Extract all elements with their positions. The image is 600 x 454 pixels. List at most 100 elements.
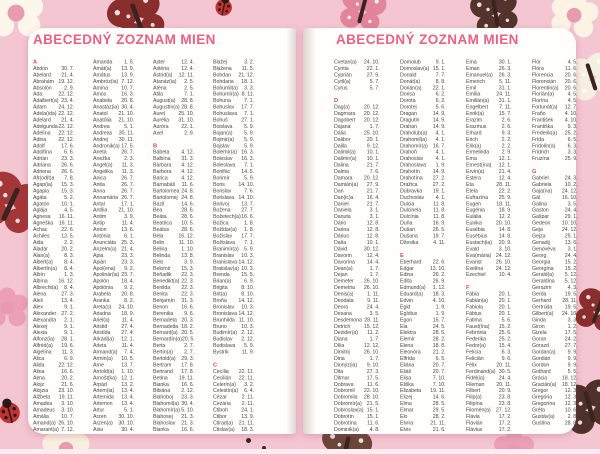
name-label: Benita — [153, 291, 168, 298]
name-entry: Desdemona 28. 11. — [334, 317, 380, 323]
name-label: Alžbeta — [33, 394, 51, 401]
date-label: 22. 12. — [58, 361, 74, 368]
name-entry: Dobromil 22. 10. — [334, 388, 380, 394]
date-label: 2. 6. — [501, 123, 512, 130]
date-label: 29. 5. — [432, 407, 446, 414]
date-label: 18. 12. — [561, 374, 578, 381]
name-entry: Abelard 21. 4. — [33, 72, 74, 78]
date-label: 24. 3. — [564, 175, 578, 182]
name-label: Achiles — [33, 233, 50, 240]
name-entry: Bohuš 27. 1. — [213, 117, 254, 123]
name-entry: Drahoň 4. 1. — [400, 149, 446, 155]
name-label: Grácia — [532, 374, 548, 381]
name-entry: Gracián(a) 18. 12. — [532, 381, 578, 387]
name-entry: Bartolomej 24. 8. — [153, 194, 194, 200]
name-entry: Félix 20. 11. — [466, 362, 512, 368]
name-entry: Erazim 2. 6. — [466, 117, 512, 123]
name-entry: Bojan(a) 5. 9. — [213, 130, 254, 136]
name-label: Amátus — [93, 71, 111, 78]
name-label: Fedor(a) — [466, 342, 486, 349]
name-label: Amanda — [93, 59, 113, 65]
name-label: Dimitrij — [334, 349, 350, 356]
date-label: 21. 12. — [238, 71, 254, 78]
date-label: 20. 3. — [181, 316, 194, 323]
date-label: 2. 2. — [501, 142, 512, 149]
name-label: Gerald(a) — [532, 271, 554, 278]
name-entry: Aglája 4. 5. — [33, 207, 74, 213]
date-label: 11. 8. — [433, 207, 446, 214]
date-label: 1. 7. — [369, 355, 380, 362]
date-label: 18. 4. — [121, 278, 134, 285]
name-label: Agapia — [33, 187, 50, 194]
name-label: Adolf — [33, 142, 45, 149]
date-label: 9. 9. — [567, 355, 578, 362]
name-entry: Florencián 20. 6. — [532, 78, 578, 84]
name-column: Amanda 1. 5. Amát(a) 13. 9. Amátus 13. 9. Ambr… — [93, 59, 134, 433]
name-entry: Budimír(a) 2. 12. — [213, 330, 254, 336]
name-entry: Egídius 1. 9. — [400, 310, 446, 316]
name-label: Demetria — [334, 284, 355, 291]
name-entry: Aleš 13. 4. — [33, 297, 74, 303]
date-label: 8. 4. — [64, 265, 74, 272]
name-entry: Bohumil(a) 3. 3. — [213, 85, 254, 91]
name-entry: Gordan(a) 9. 9. — [532, 349, 578, 355]
name-label: Erna — [466, 155, 477, 162]
name-entry: Eustach(ia) 20. 9. — [466, 239, 512, 245]
name-label: Alfonz(ia) — [33, 336, 55, 343]
name-entry: Bohumír(a) 8. 11. — [213, 91, 254, 97]
date-label: 11. 6. — [181, 181, 194, 188]
name-entry: Apolinár(ia) 23. 7. — [93, 272, 134, 278]
name-label: Dan — [334, 187, 344, 194]
name-label: Anatólia — [93, 117, 112, 124]
name-entry: Gerald(a) 5. 12. — [532, 272, 578, 278]
date-label: 21. 11. — [238, 419, 254, 426]
date-label: 4. 5. — [567, 59, 578, 65]
name-label: Bertrand — [153, 368, 173, 375]
date-label: 18. 2. — [181, 323, 194, 330]
name-label: Blahomil(a) — [153, 400, 179, 407]
date-label: 4. 10. — [432, 297, 446, 304]
name-label: Dília — [334, 342, 345, 349]
name-label: Andronik(a) — [93, 142, 120, 149]
date-label: 21. 3. — [181, 419, 194, 426]
name-entry: Anežka 2. 3. — [93, 156, 134, 162]
name-label: Domoslav(a) — [400, 65, 430, 72]
date-label: 3. 3. — [567, 149, 578, 156]
date-label: 15. 2. — [564, 265, 578, 272]
name-entry: Fabiola 20. 1. — [466, 304, 512, 310]
name-entry: Eliáš 20. 7. — [400, 368, 446, 374]
name-entry: Benilda 22. 3. — [153, 285, 194, 291]
name-entry: Fridolín(a) 6. 3. — [532, 143, 578, 149]
date-label: 19. 11. — [58, 394, 74, 401]
name-label: Dalma — [334, 168, 349, 175]
name-label: Dárius — [334, 233, 349, 240]
date-label: 11. 10. — [238, 316, 254, 323]
date-label: 10. 5. — [181, 220, 194, 227]
date-label: 12. 7. — [564, 104, 578, 111]
date-label: 17. 5. — [564, 329, 578, 336]
date-label: 2. 12. — [181, 387, 194, 394]
name-label: Daniel — [334, 200, 349, 207]
date-label: 14. 6. — [181, 200, 194, 207]
name-label: Armand(a) — [93, 349, 118, 356]
name-entry: Ada 22. 12. — [33, 91, 74, 97]
name-label: Atanáz(ia) — [153, 78, 177, 85]
name-label: Abelard — [33, 71, 51, 78]
date-label: 16. 6. — [61, 368, 74, 375]
page-title: ABECEDNÝ ZOZNAM MIEN — [33, 32, 216, 47]
date-label: 19. 12. — [58, 78, 74, 85]
date-label: 21. 10. — [118, 117, 134, 124]
name-entry: Arne 13. 7. — [93, 362, 134, 368]
name-entry: Babeta 4. 12. — [153, 149, 194, 155]
name-entry: Alojz 21. 6. — [33, 381, 74, 387]
name-entry: Albrecht(a) 8. 4. — [33, 285, 74, 291]
date-label: 14. 8. — [498, 226, 512, 233]
date-label: 1. 7. — [369, 271, 380, 278]
date-label: 1. 2. — [567, 323, 578, 330]
name-entry: Abdon 30. 7. — [33, 65, 74, 71]
name-label: Bohuslava — [213, 110, 238, 117]
name-label: Elena — [400, 342, 414, 349]
name-label: Artur — [93, 407, 105, 414]
date-label: 13. 7. — [121, 361, 134, 368]
name-entry: Bela 16. 12. — [153, 233, 194, 239]
